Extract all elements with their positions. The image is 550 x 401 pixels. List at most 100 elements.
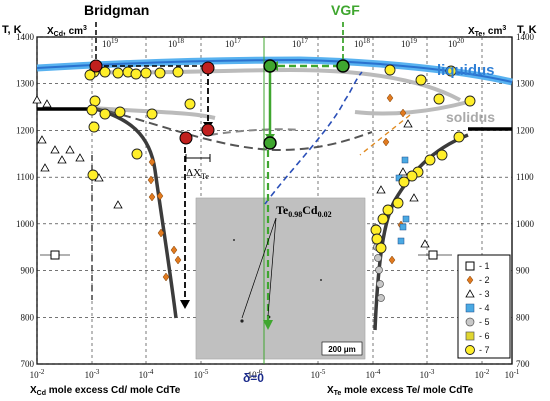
marker-circle-yellow bbox=[371, 233, 383, 245]
marker-circle-yellow bbox=[131, 148, 143, 160]
state-point-red bbox=[201, 123, 215, 137]
top-right-axis-label: XTe, cm3 bbox=[468, 25, 506, 38]
marker-diamond bbox=[156, 191, 164, 201]
marker-diamond bbox=[174, 255, 182, 265]
marker-circle-yellow bbox=[384, 64, 396, 76]
marker-diamond bbox=[399, 108, 407, 118]
vgf-label: VGF bbox=[331, 2, 360, 18]
marker-diamond bbox=[148, 157, 156, 167]
micrograph-inset bbox=[195, 197, 366, 360]
marker-triangle bbox=[420, 239, 430, 248]
x-bottom-left-tick: 10-5 bbox=[194, 368, 209, 380]
y-tick-label-left: 1100 bbox=[16, 172, 34, 182]
marker-triangle bbox=[75, 153, 85, 162]
marker-circle-yellow bbox=[433, 93, 445, 105]
marker-circle-yellow bbox=[88, 121, 100, 133]
marker-circle-yellow bbox=[382, 204, 394, 216]
marker-square-blue bbox=[402, 215, 410, 223]
legend-label: - 7 bbox=[479, 345, 490, 355]
marker-circle-yellow bbox=[406, 170, 418, 182]
x-top-right-tick: 1017 bbox=[292, 37, 309, 49]
marker-triangle bbox=[403, 119, 413, 128]
y-axis-label-right: T, K bbox=[517, 24, 537, 36]
x-top-right-tick: 1018 bbox=[354, 37, 371, 49]
marker-triangle bbox=[37, 135, 47, 144]
x-top-left-tick: 1018 bbox=[168, 37, 185, 49]
marker-triangle bbox=[409, 193, 419, 202]
legend-label: - 6 bbox=[479, 331, 490, 341]
marker-circle-yellow bbox=[453, 131, 465, 143]
marker-circle-yellow bbox=[445, 65, 457, 77]
dashed-guide-right bbox=[359, 114, 411, 156]
y-tick-label-left: 1300 bbox=[16, 79, 35, 89]
arrowhead bbox=[263, 320, 273, 330]
legend: - 1 - 2 - 3 - 4 - 5 - 6 - 7 bbox=[465, 261, 490, 355]
x-top-right-tick: 1020 bbox=[448, 37, 465, 49]
marker-triangle bbox=[40, 163, 50, 172]
marker-circle-yellow bbox=[99, 66, 111, 78]
marker-circle-yellow bbox=[86, 104, 98, 116]
arrowhead bbox=[180, 300, 190, 309]
bottom-right-axis-label: XTe mole excess Te/ mole CdTe bbox=[327, 385, 474, 397]
pointer-line bbox=[241, 217, 277, 319]
solidus-label: solidus bbox=[446, 109, 495, 125]
y-tick-label-right: 800 bbox=[516, 312, 530, 322]
marker-circle-gray bbox=[376, 280, 384, 288]
marker-diamond bbox=[157, 228, 165, 238]
legend-label: - 2 bbox=[479, 275, 490, 285]
y-tick-label-left: 700 bbox=[21, 359, 35, 369]
marker-circle-yellow bbox=[424, 154, 436, 166]
dashed-guide-gray bbox=[209, 128, 301, 136]
pointer-line bbox=[267, 217, 277, 317]
x-top-right-tick: 1019 bbox=[401, 37, 418, 49]
x-axis-bottom-right: 10-5 10-4 10-3 10-2 10-1 bbox=[311, 368, 520, 380]
y-tick-label-left: 1400 bbox=[16, 32, 35, 42]
marker-circle-yellow bbox=[99, 108, 111, 120]
y-axis-label-left: T, K bbox=[2, 24, 22, 36]
delta-te-label: ΔXTe bbox=[186, 167, 209, 181]
legend-marker-6 bbox=[465, 331, 475, 341]
solidus-curve-lower bbox=[91, 106, 216, 120]
legend-label: - 1 bbox=[479, 261, 490, 271]
marker-circle-yellow bbox=[114, 106, 126, 118]
marker-circle-yellow bbox=[375, 242, 387, 254]
x-bottom-left-tick: 10-6 bbox=[248, 368, 263, 380]
state-point-green bbox=[263, 136, 277, 150]
delta-zero-label: δ=0 bbox=[243, 371, 264, 385]
x-bottom-right-tick: 10-3 bbox=[420, 368, 435, 380]
bridgman-label: Bridgman bbox=[84, 2, 149, 18]
marker-circle-yellow bbox=[130, 68, 142, 80]
solidus-curve-right bbox=[354, 100, 469, 116]
y-tick-label-left: 1200 bbox=[16, 125, 35, 135]
marker-square-open bbox=[50, 250, 60, 260]
x-axis-top-right: 1017 1018 1019 1020 bbox=[292, 37, 465, 49]
state-point-green bbox=[263, 59, 277, 73]
y-tick-label-left: 900 bbox=[21, 266, 35, 276]
x-bottom-right-tick: 10-1 bbox=[505, 368, 520, 380]
marker-triangle bbox=[50, 145, 60, 154]
y-tick-label-right: 700 bbox=[516, 359, 530, 369]
legend-marker-5 bbox=[465, 317, 475, 327]
y-tick-label-right: 1000 bbox=[516, 219, 535, 229]
marker-circle-yellow bbox=[398, 176, 410, 188]
y-tick-label-right: 900 bbox=[516, 266, 530, 276]
marker-diamond bbox=[388, 255, 396, 265]
marker-circle-yellow bbox=[112, 67, 124, 79]
marker-diamond bbox=[162, 272, 170, 282]
y-tick-label-right: 1100 bbox=[516, 172, 534, 182]
marker-square-blue bbox=[399, 223, 407, 231]
marker-triangle bbox=[32, 95, 42, 104]
legend-marker-1 bbox=[465, 261, 475, 271]
legend-marker-3 bbox=[465, 289, 475, 298]
marker-triangle bbox=[42, 99, 52, 108]
y-tick-label-left: 800 bbox=[21, 312, 35, 322]
dashed-guide bbox=[94, 107, 373, 152]
x-top-left-tick: 1017 bbox=[225, 37, 242, 49]
marker-circle-yellow bbox=[377, 213, 389, 225]
legend-marker-7 bbox=[465, 345, 475, 355]
y-axis-right: 700 800 900 1000 1100 1200 1300 1400 bbox=[516, 32, 535, 369]
legend-label: - 3 bbox=[479, 289, 490, 299]
state-point-red bbox=[179, 131, 193, 145]
marker-diamond bbox=[148, 192, 156, 202]
